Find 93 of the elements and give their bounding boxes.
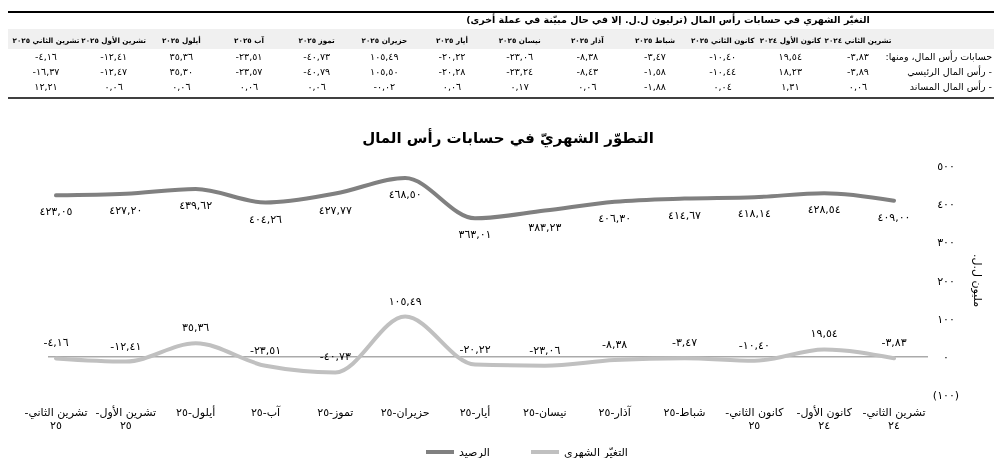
data-label: ١٩,٥٤ [778,51,803,62]
data-label: -٤٠,٧٣ [303,51,331,62]
data-label: ٣٥,٣٦ [169,51,194,62]
data-label: -١٢,٤١ [110,339,142,353]
data-label: -٤٠,٧٩ [303,66,331,77]
data-label: ٤٠٩,٠٠ [877,210,911,224]
data-label: ٤٣٩,٦٢ [179,199,213,213]
data-label: -١,٥٨ [644,66,666,77]
y-tick-label: ٥٠٠ [937,160,955,173]
data-label: ٠,٠٦ [442,81,462,92]
text: - رأس المال الرئيسي [907,65,992,77]
data-label: ٠,٠٦ [239,81,259,92]
data-label: ٤٠٦,٣٠ [598,211,632,225]
x-tick-label: كانون الأول-٢٤ [796,405,853,432]
x-tick-label: حزيران-٢٥ [380,406,430,419]
data-label: -٢٣,٥٧ [235,66,263,77]
data-label: ٠,١٧ [510,81,529,92]
x-tick-label: أيار-٢٥ [459,405,491,419]
data-label: -١٠,٤٤ [709,66,737,77]
data-label: ٤٢٨,٥٤ [807,203,841,217]
x-tick-label: آذار-٢٥ [598,405,632,419]
data-label: ١٠٥,٤٩ [388,294,422,308]
text: - رأس المال المساند [909,80,992,92]
x-tick-label: تموز-٢٥ [317,406,354,419]
data-label: ٣٥,٣٦ [182,321,210,335]
data-label: -٨,٤٣ [576,66,599,77]
chart-title: التطوّر الشهريّ في حسابات رأس المال [362,128,654,148]
data-label: ٠,٠٦ [172,81,191,92]
data-label: ٤١٨,١٤ [737,207,771,221]
data-label: -٣,٤٧ [644,51,666,62]
data-label: ١٠٥,٤٩ [370,51,399,62]
x-tick-label: تشرين الثاني-٢٤ [862,406,926,432]
data-label: -٢٣,٥١ [249,343,282,357]
data-label: -٨,٣٨ [602,338,628,352]
x-tick-label: نيسان-٢٥ [523,406,567,419]
y-tick-label: ٤٠٠ [937,198,955,212]
data-label: -٢٠,٢٢ [438,51,466,62]
data-label: -٣,٨٣ [881,336,907,350]
data-label: ٤٢٧,٧٧ [318,203,352,217]
data-label: ٣٨٣,٢٣ [528,220,562,234]
data-label: ٤٢٣,٠٥ [39,205,73,219]
data-label: -٢٠,٢٢ [459,342,491,356]
data-label: ٠,٠٤ [713,81,732,92]
x-tick-label: كانون الثاني-٢٥ [725,406,785,432]
data-label: ١٨,٢٣ [778,66,803,77]
y-tick-label: ٢٠٠ [937,274,955,288]
data-label: ١,٣١ [781,81,800,92]
data-label: -١٠,٤٠ [709,51,737,62]
data-label: -٣,٤٧ [671,336,698,350]
data-label: -٤٠,٧٣ [319,350,351,364]
data-label: -١٢,٤٧ [100,66,128,77]
data-label: -١٦,٣٧ [32,66,60,77]
data-label: ٣٥,٣٠ [169,66,194,77]
data-label: ٤٢٧,٢٠ [109,203,143,217]
data-label: -٨,٣٨ [576,51,599,62]
data-label: ١٢,٢١ [34,81,58,92]
data-label: -٣,٨٣ [847,51,869,62]
y-tick-label: ١٠٠ [937,312,955,326]
y-tick-label: (١٠٠) [932,389,960,402]
data-label: ٠,٠٦ [848,81,868,92]
data-label: -٠,٠٢ [373,81,396,92]
data-label: ١٠٥,٥٠ [370,66,399,77]
data-label: ١٩,٥٤ [810,327,838,341]
data-label: -٤,١٦ [43,336,69,350]
data-label: ٤١٤,٦٧ [667,208,702,222]
y-tick-label: ٠ [943,350,949,364]
data-label: ٤٦٨,٥٠ [388,188,422,202]
data-label: -٢٣,٠٦ [529,343,561,357]
data-label: ٠,٠٦ [104,81,123,92]
data-label: -٢٣,٠٦ [506,51,534,62]
data-label: -٢٣,٢٤ [506,66,534,77]
data-label: ٣٦٣,٠١ [458,228,492,242]
x-tick-label: تشرين الأول-٢٥ [95,405,157,432]
x-tick-label: أيلول-٢٥ [176,405,216,419]
data-label: -١٢,٤١ [100,51,128,62]
data-label: ٠,٠٦ [307,81,326,92]
data-label: -١٠,٤٠ [738,338,770,352]
data-label: -١,٨٨ [644,81,666,92]
x-tick-label: آب-٢٥ [250,405,282,419]
text: حسابات رأس المال، ومنها: [885,50,993,62]
data-label: -٢٣,٥١ [235,51,263,62]
x-tick-label: شباط-٢٥ [663,406,706,419]
data-label: ٤٠٤,٢٦ [248,212,283,226]
data-label: -٣,٨٩ [847,66,869,77]
data-label: -٤,١٦ [35,51,57,62]
text: التغيّر الشهري في حسابات رأس المال (ترليون ل.ل. إلا في حال مبيّنة في عملة أخرى) [466,13,870,26]
legend-label: الرصيد [459,446,490,459]
data-label: -٢٠,٢٨ [438,66,466,77]
y-tick-label: ٣٠٠ [937,236,955,250]
data-label: ٠,٠٦ [578,81,597,92]
x-tick-label: تشرين الثاني-٢٥ [24,406,88,432]
legend-label: التغيّر الشهري [564,446,628,459]
y-axis-title: مليون ل.ل. [971,253,984,308]
